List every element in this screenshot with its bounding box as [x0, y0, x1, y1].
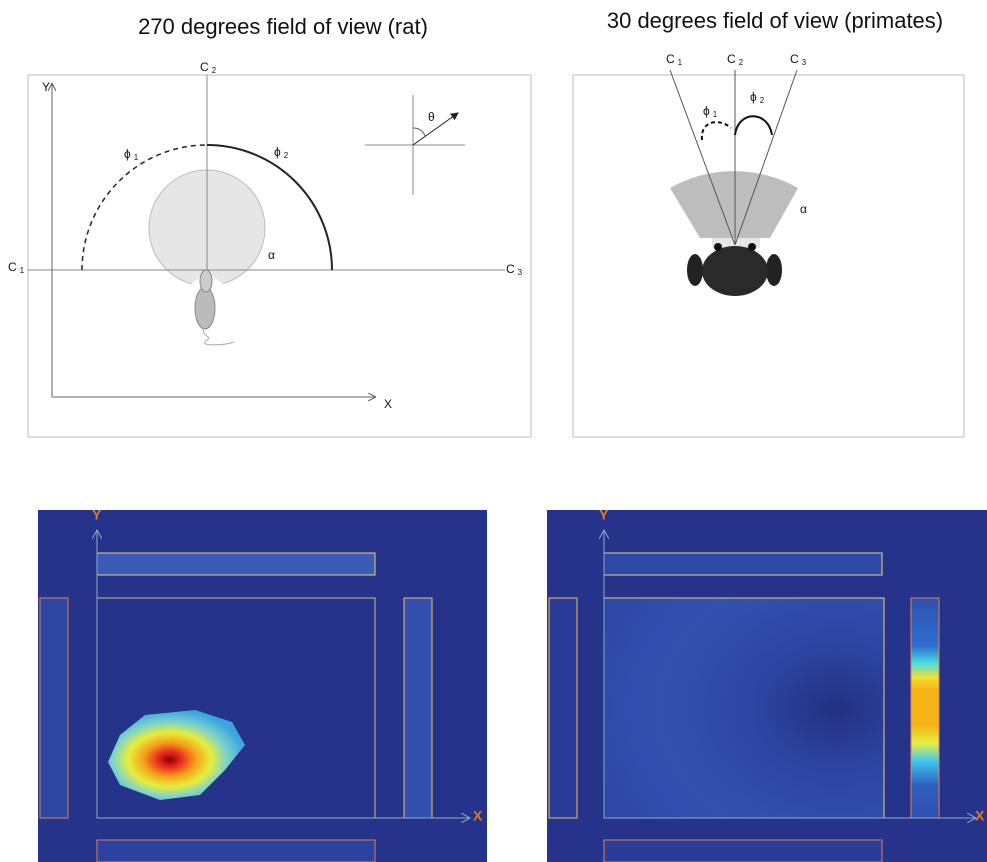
ear	[766, 254, 782, 286]
subscript: 1	[20, 266, 25, 275]
x-label: X	[975, 808, 985, 824]
arena	[603, 597, 885, 819]
x-label: X	[384, 397, 392, 411]
panel-title: 270 degrees field of view (rat)	[138, 14, 428, 39]
base: C	[790, 52, 799, 66]
y-label: Y	[599, 507, 609, 523]
frame	[27, 74, 532, 438]
rat-head	[199, 269, 213, 293]
alpha-label: α	[268, 248, 275, 262]
top-bar	[96, 552, 376, 576]
subscript: 2	[284, 151, 289, 160]
tail	[202, 327, 235, 346]
panel-title: 30 degrees field of view (primates)	[607, 8, 943, 33]
base: C	[666, 52, 675, 66]
phi2-arc	[734, 115, 773, 136]
phi1-arc	[700, 121, 732, 141]
subscript: 3	[518, 268, 523, 277]
eye	[748, 243, 756, 251]
heat-blob	[108, 710, 245, 800]
head	[702, 246, 768, 296]
c3-line	[734, 69, 798, 246]
ear	[687, 254, 703, 286]
y-label: Y	[92, 507, 102, 523]
heatmap-right	[547, 510, 987, 862]
frame	[572, 74, 965, 438]
left-bar	[548, 597, 578, 819]
bottom-bar	[603, 839, 883, 862]
left-bar	[39, 597, 69, 819]
base: C	[506, 262, 515, 276]
right-bar	[403, 597, 433, 819]
base: ϕ	[274, 145, 281, 159]
base: C	[727, 52, 736, 66]
c1-line	[669, 69, 736, 246]
x-label: X	[473, 808, 483, 824]
theta-label: θ	[428, 110, 435, 124]
base: ϕ	[750, 90, 757, 104]
subscript: 2	[760, 96, 765, 105]
heatmap-left	[38, 510, 487, 862]
subscript: 2	[739, 58, 744, 67]
subscript: 2	[212, 66, 217, 75]
theta-arc	[412, 127, 426, 137]
bottom-bar	[96, 839, 376, 862]
alpha-label: α	[800, 202, 807, 216]
rat-panel: 270 degrees field of view (rat)	[27, 14, 532, 438]
compass-arrow	[412, 112, 459, 146]
subscript: 1	[678, 58, 683, 67]
base: C	[8, 260, 17, 274]
primate-panel: 30 degrees field of view (primates)	[572, 8, 965, 438]
base: ϕ	[703, 104, 710, 118]
fov	[670, 171, 798, 238]
subscript: 1	[713, 110, 718, 119]
base: C	[200, 60, 209, 74]
y-label: Y	[42, 80, 50, 94]
subscript: 1	[134, 153, 139, 162]
top-bar	[603, 552, 883, 576]
rat-body	[194, 286, 216, 330]
subscript: 3	[802, 58, 807, 67]
right-bar	[910, 597, 940, 819]
phi2-arc	[206, 144, 333, 271]
base: ϕ	[124, 147, 131, 161]
eye	[714, 243, 722, 251]
